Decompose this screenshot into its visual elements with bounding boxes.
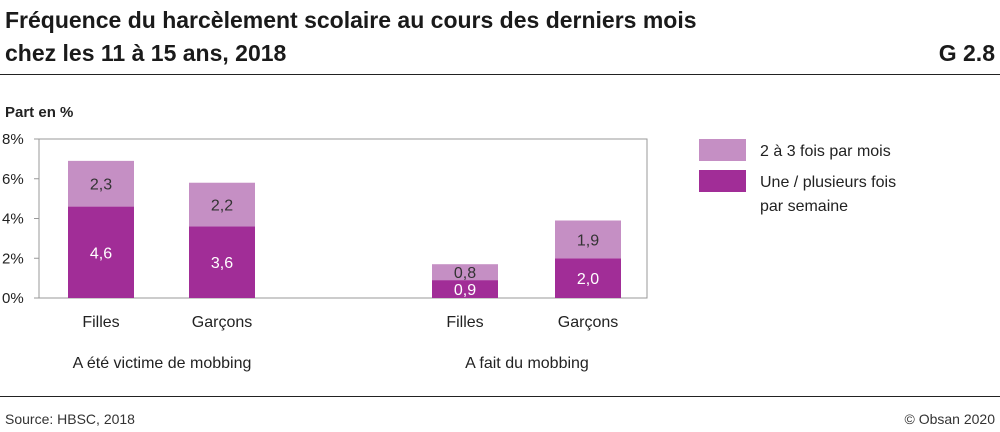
stacked-bar-chart: Part en % 0% 2% 4% 6% 8% 4,6 2,3 Filles 3,6 2,2 Ga…: [2, 104, 896, 372]
y-tick-label: 2%: [2, 250, 24, 267]
bar-segment: [68, 206, 134, 298]
bar-segment: [68, 160, 134, 207]
y-axis-label: Part en %: [5, 104, 73, 121]
data-label: 3,6: [211, 255, 233, 272]
bar-segment: [189, 226, 255, 298]
data-label: 2,2: [211, 198, 233, 215]
data-label: 1,9: [577, 232, 599, 249]
legend-swatch: [699, 139, 746, 161]
x-tick-label: Garçons: [558, 314, 618, 331]
copyright-note: © Obsan 2020: [904, 411, 996, 427]
data-label: 0,8: [454, 265, 476, 282]
y-tick-label: 6%: [2, 171, 24, 188]
bar-segment: [432, 280, 498, 298]
legend-label: Une / plusieurs fois: [760, 174, 896, 191]
plot-area: 0% 2% 4% 6% 8% 4,6 2,3 Filles 3,6 2,2 Garçons 0,90,…: [2, 131, 648, 372]
data-label: 2,3: [90, 177, 112, 194]
title-line-1: Fréquence du harcèlement scolaire au cou…: [5, 7, 697, 33]
chart-title: Fréquence du harcèlement scolaire au cou…: [5, 4, 905, 70]
bar-segment: [432, 264, 498, 281]
figure-number: G 2.8: [938, 40, 995, 66]
data-label: 0,9: [454, 282, 476, 299]
bar-segment: [555, 258, 621, 298]
header-divider: [0, 74, 1000, 75]
legend-label: 2 à 3 fois par mois: [760, 143, 891, 160]
group-label: A été victime de mobbing: [73, 355, 252, 372]
y-tick-label: 8%: [2, 131, 24, 148]
footer-divider: [0, 396, 1000, 397]
bar-segment: [555, 220, 621, 259]
x-tick-label: Filles: [446, 314, 483, 331]
data-label: 4,6: [90, 245, 112, 262]
group-label: A fait du mobbing: [465, 355, 589, 372]
bar-segment: [189, 182, 255, 227]
source-note: Source: HBSC, 2018: [5, 411, 135, 427]
title-line-2: chez les 11 à 15 ans, 2018: [5, 40, 287, 66]
x-tick-label: Garçons: [192, 314, 252, 331]
legend-swatch: [699, 170, 746, 192]
legend: 2 à 3 fois par mois Une / plusieurs fois p…: [699, 139, 896, 215]
data-label: 2,0: [577, 271, 599, 288]
y-tick-label: 4%: [2, 211, 24, 228]
x-tick-label: Filles: [82, 314, 119, 331]
y-tick-label: 0%: [2, 290, 24, 307]
legend-label-continued: par semaine: [760, 198, 848, 215]
